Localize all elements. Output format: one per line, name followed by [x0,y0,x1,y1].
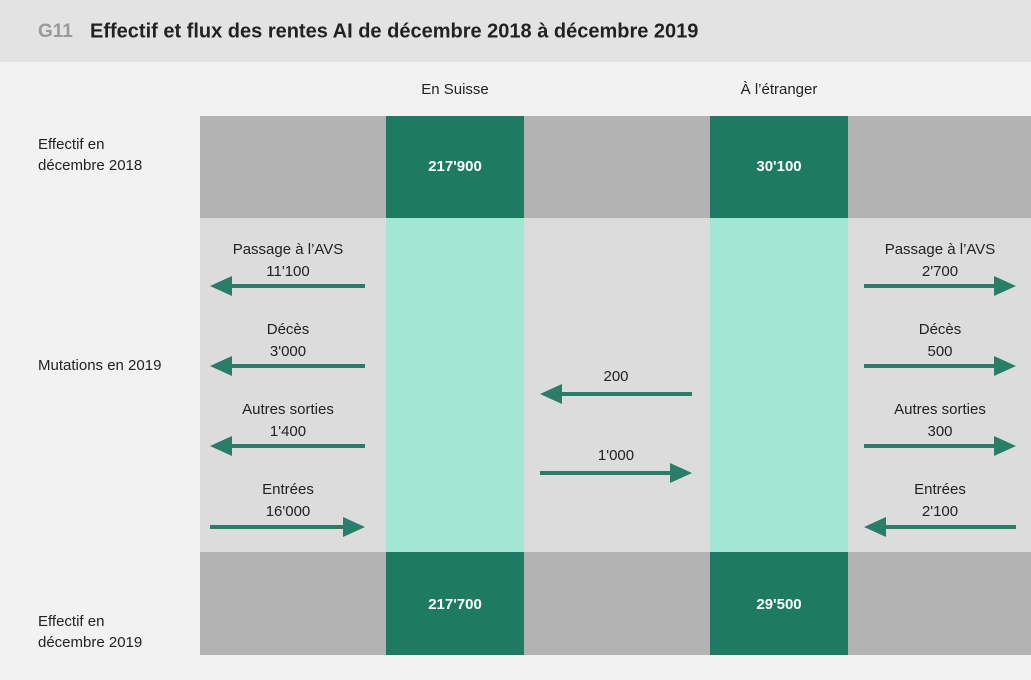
column-band [710,218,848,552]
flow-label: Passage à l’AVS [885,241,996,258]
stock-value: 217'900 [428,158,482,175]
row-label: Mutations en 2019 [38,357,161,374]
stock-box [710,552,848,655]
row-band [200,552,1031,655]
flow-value: 200 [603,368,628,385]
arrow-head [210,436,232,456]
stock-box [386,552,524,655]
stock-value: 30'100 [756,158,801,175]
flow-value: 16'000 [266,503,311,520]
flow-value: 1'400 [270,423,306,440]
row-label: Effectif en décembre 2019 [38,613,142,651]
flow-value: 2'100 [922,503,958,520]
flow-label: Entrées [262,481,314,498]
figure-title: Effectif et flux des rentes AI de décemb… [90,20,698,42]
column-band [386,218,524,552]
header-bar [0,0,1031,62]
flow-value: 300 [927,423,952,440]
stock-value: 217'700 [428,596,482,613]
arrow-head [994,436,1016,456]
stock-value: 29'500 [756,596,801,613]
flow-label: Entrées [914,481,966,498]
column-header: En Suisse [421,81,489,98]
flow-value: 11'100 [266,263,309,280]
row-label: Effectif en décembre 2018 [38,136,142,174]
flow-value: 500 [927,343,952,360]
arrow-head [994,276,1016,296]
flow-value: 2'700 [922,263,958,280]
row-band [200,116,1031,218]
flow-label: Passage à l’AVS [233,241,344,258]
figure-code: G11 [38,21,73,42]
arrow-head [540,384,562,404]
flow-label: Décès [267,321,310,338]
arrow-head [343,517,365,537]
flow-label: Décès [919,321,962,338]
flow-value: 3'000 [270,343,306,360]
stock-box [386,116,524,218]
arrow-head [210,356,232,376]
flow-label: Autres sorties [242,401,334,418]
column-header: À l’étranger [741,81,818,98]
arrow-head [210,276,232,296]
arrow-head [670,463,692,483]
arrow-head [994,356,1016,376]
flow-label: Autres sorties [894,401,986,418]
stock-box [710,116,848,218]
arrow-head [864,517,886,537]
row-band [200,218,1031,552]
flow-value: 1'000 [598,447,634,464]
